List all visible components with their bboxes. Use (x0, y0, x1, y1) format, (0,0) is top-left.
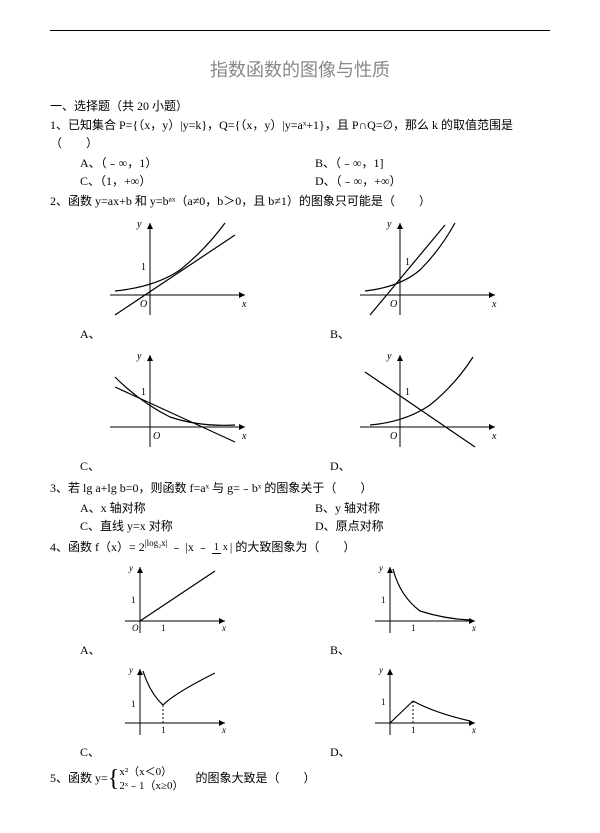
svg-text:y: y (128, 563, 133, 573)
q2-graph-b: x y O 1 (345, 215, 505, 325)
q3-c: C、直线 y=x 对称 (80, 517, 315, 535)
q5-piece: x²（x＜0）2ˣ﹣1（x≥0） (119, 765, 183, 794)
svg-text:x: x (471, 623, 476, 633)
q4-frac: 1x (212, 543, 230, 553)
svg-text:1: 1 (161, 725, 166, 735)
q4-graph-a: x y O 1 1 (115, 561, 235, 641)
q3-b: B、y 轴对称 (315, 499, 550, 517)
q4-graph-c: x y 1 1 (115, 663, 235, 743)
q4-d: D、 (330, 743, 351, 760)
svg-text:x: x (221, 623, 226, 633)
svg-text:1: 1 (381, 595, 386, 605)
svg-text:x: x (241, 431, 247, 442)
svg-text:O: O (140, 299, 147, 310)
q2-row1: x y O 1 A、 x y O 1 B、 (50, 215, 550, 342)
svg-text:O: O (132, 623, 139, 633)
q3-options: A、x 轴对称 B、y 轴对称 C、直线 y=x 对称 D、原点对称 (80, 499, 550, 535)
svg-text:1: 1 (131, 595, 136, 605)
q1-a: A、（﹣∞，1） (80, 154, 315, 172)
q3-a: A、x 轴对称 (80, 499, 315, 517)
q4-exp: |log₂x| (145, 538, 168, 548)
svg-text:y: y (136, 219, 142, 230)
q4-c: C、 (80, 743, 100, 760)
svg-text:x: x (241, 299, 247, 310)
q1-stem: 1、已知集合 P={（x，y）|y=k}，Q={（x，y）|y=aˣ+1}，且 … (50, 116, 550, 152)
q1-c: C、（1，+∞） (80, 172, 315, 190)
svg-text:1: 1 (161, 623, 166, 633)
q1-options: A、（﹣∞，1） B、（﹣∞，1] C、（1，+∞） D、（﹣∞，+∞） (80, 154, 550, 190)
q5-post: 的图象大致是（ ） (184, 771, 316, 785)
q4-pre: 4、函数 f（x）= 2 (50, 540, 145, 554)
svg-text:y: y (128, 665, 133, 675)
svg-text:x: x (491, 299, 497, 310)
q2-d: D、 (330, 457, 351, 474)
q2-graph-c: x y O 1 (95, 347, 255, 457)
svg-text:y: y (386, 351, 392, 362)
page-title: 指数函数的图像与性质 (50, 56, 550, 82)
q2-b: B、 (330, 325, 350, 342)
q2-graph-a: x y O 1 (95, 215, 255, 325)
q4-graph-b: x y 1 1 (365, 561, 485, 641)
q4-stem: 4、函数 f（x）= 2|log₂x| ﹣ |x ﹣ 1x| 的大致图象为（ ） (50, 537, 550, 556)
svg-text:y: y (378, 665, 383, 675)
svg-text:y: y (378, 563, 383, 573)
q4-row2: x y 1 1 C、 x y 1 1 D、 (50, 663, 550, 760)
svg-text:1: 1 (381, 697, 386, 707)
q4-mid: ﹣ |x ﹣ (168, 540, 212, 554)
svg-text:O: O (390, 431, 397, 442)
q4-graph-d: x y 1 1 (365, 663, 485, 743)
svg-text:1: 1 (131, 699, 136, 709)
q1-b: B、（﹣∞，1] (315, 154, 550, 172)
q2-stem: 2、函数 y=ax+b 和 y=bᵃˣ（a≠0，b＞0，且 b≠1）的图象只可能… (50, 192, 550, 210)
q3-stem: 3、若 lg a+lg b=0，则函数 f=aˣ 与 g=﹣bˣ 的图象关于（ … (50, 479, 550, 497)
svg-text:1: 1 (141, 387, 146, 398)
q2-row2: x y O 1 C、 x y O 1 D、 (50, 347, 550, 474)
q4-row1: x y O 1 1 A、 x y 1 1 B、 (50, 561, 550, 658)
q2-graph-d: x y O 1 (345, 347, 505, 457)
svg-text:O: O (390, 299, 397, 310)
q2-a: A、 (80, 325, 101, 342)
svg-text:1: 1 (141, 262, 146, 273)
svg-text:x: x (471, 725, 476, 735)
q5-stem: 5、函数 y={x²（x＜0）2ˣ﹣1（x≥0） 的图象大致是（ ） (50, 765, 550, 794)
q4-post: | 的大致图象为（ ） (230, 540, 355, 554)
q3-d: D、原点对称 (315, 517, 550, 535)
section-heading: 一、选择题（共 20 小题） (50, 97, 550, 114)
svg-text:O: O (153, 431, 160, 442)
svg-text:x: x (491, 431, 497, 442)
svg-text:x: x (221, 725, 226, 735)
svg-text:1: 1 (411, 725, 416, 735)
svg-text:y: y (136, 351, 142, 362)
svg-text:1: 1 (411, 623, 416, 633)
q1-d: D、（﹣∞，+∞） (315, 172, 550, 190)
brace-icon: { (108, 767, 120, 791)
q2-c: C、 (80, 457, 100, 474)
svg-text:1: 1 (405, 387, 410, 398)
q4-a: A、 (80, 641, 101, 658)
q4-b: B、 (330, 641, 350, 658)
svg-text:y: y (386, 219, 392, 230)
q5-pre: 5、函数 y= (50, 771, 108, 785)
svg-text:1: 1 (405, 257, 410, 268)
